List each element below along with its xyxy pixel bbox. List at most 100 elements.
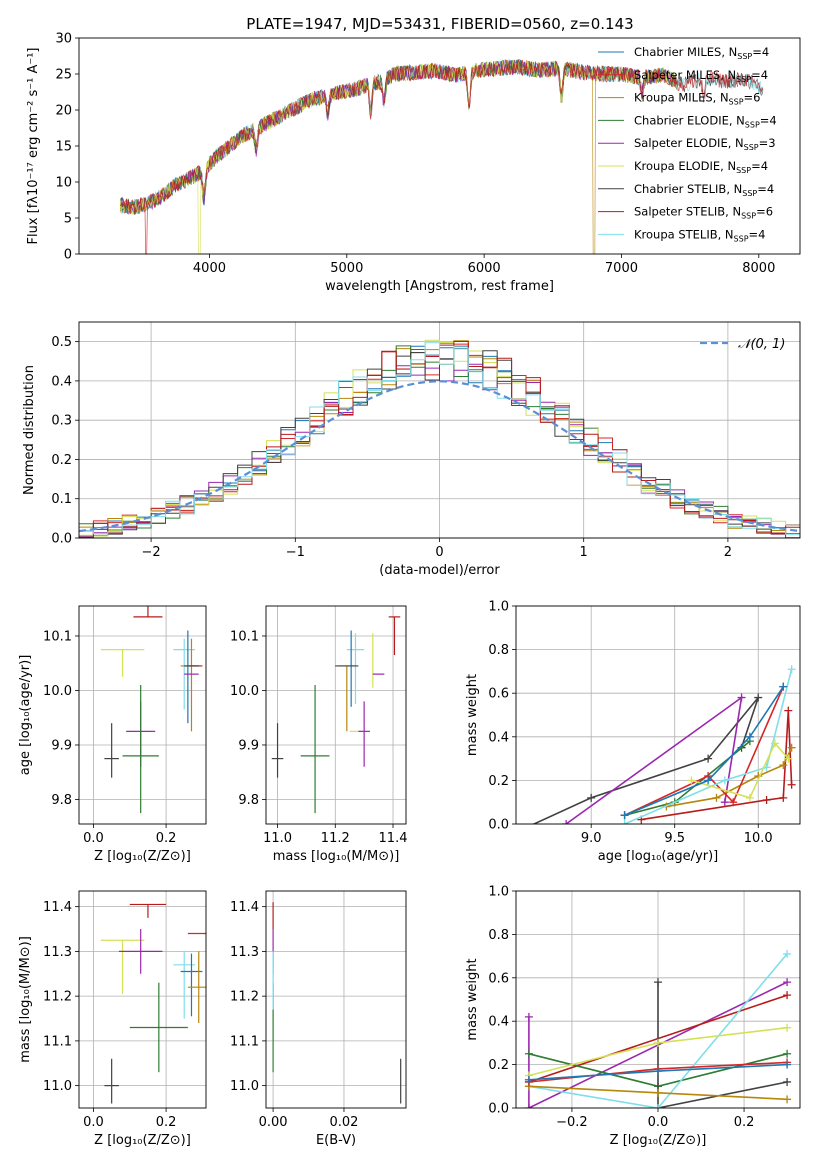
mass-vs-Z-x-tick-label: 0.0: [83, 1115, 104, 1130]
mass-weight-marker-kroupa-miles: [787, 743, 796, 752]
residuals-x-tick-label: −2: [142, 545, 161, 560]
mass-vs-Z-y-tick-label: 11.3: [43, 945, 72, 960]
mass-weight-marker-chabrier-stelib: [783, 1077, 792, 1086]
mass-weight-marker-chabrier-miles: [779, 682, 788, 691]
massweight-vs-Z-x-tick-label: 0.2: [734, 1115, 755, 1130]
age-vs-mass-grid: [266, 606, 406, 824]
massweight-vs-Z-y-tick-label: 1.0: [488, 885, 509, 900]
mass-weight-marker-chabrier-elodie: [783, 1049, 792, 1058]
mass-weight-marker-kroupa-miles: [783, 1095, 792, 1104]
legend-entry-chabrier-miles: Chabrier MILES, NSSP=4: [634, 45, 769, 61]
massweight-vs-Z-x-tick-label: −0.2: [556, 1115, 588, 1130]
mass-weight-line-kroupa-elodie: [691, 741, 789, 799]
age-vs-mass-x-tick-label: 11.4: [379, 831, 408, 846]
mass-vs-Z-y-tick-label: 11.2: [43, 990, 72, 1005]
mass-vs-ebv-x-tick-label: 0.00: [259, 1115, 288, 1130]
mass-weight-line-kroupa-stelib: [624, 669, 793, 824]
age-vs-Z-x-axis-label: Z [log₁₀(Z/Z⊙)]: [94, 849, 191, 864]
mass-weight-marker-chabrier-stelib: [704, 754, 713, 763]
mass-vs-ebv-y-tick-label: 11.2: [230, 990, 259, 1005]
massweight-vs-age-y-tick-label: 0.2: [488, 774, 509, 789]
mass-weight-marker-chabrier-miles: [745, 732, 754, 741]
spectrum-x-tick-label: 6000: [468, 261, 501, 276]
mass-vs-Z-frame: [78, 890, 207, 1109]
spectrum-frame: [78, 37, 801, 255]
residuals-y-axis-label: Normed distribution: [22, 365, 37, 495]
histogram-kroupa-stelib: [79, 342, 800, 538]
normal-reference-curve: [79, 380, 800, 533]
mass-weight-marker-kroupa-elodie: [745, 793, 754, 802]
legend-entry-kroupa-elodie: Kroupa ELODIE, NSSP=4: [634, 159, 768, 175]
residuals-frame: [78, 321, 801, 539]
mass-vs-ebv-y-tick-label: 11.0: [230, 1079, 259, 1094]
mass-vs-Z-y-tick-label: 11.0: [43, 1079, 72, 1094]
figure-title: PLATE=1947, MJD=53431, FIBERID=0560, z=0…: [246, 15, 633, 33]
mass-weight-marker-chabrier-stelib: [654, 978, 662, 987]
mass-weight-marker-chabrier-miles: [654, 1067, 662, 1076]
legend-entry-salpeter-elodie: Salpeter ELODIE, NSSP=3: [634, 136, 776, 152]
mass-weight-marker-salpeter-elodie: [783, 978, 792, 987]
massweight-vs-age-grid: [516, 605, 800, 825]
age-vs-Z-plot-area: [100, 606, 203, 814]
mass-weight-marker-kroupa-stelib: [654, 1104, 662, 1108]
spectrum-y-tick-label: 0: [64, 248, 72, 263]
massweight-vs-age-y-tick-label: 0.4: [488, 730, 509, 745]
residuals-x-tick-label: 1: [580, 545, 588, 560]
mass-vs-ebv-x-tick-label: 0.02: [329, 1115, 358, 1130]
age-vs-Z-frame: [78, 605, 207, 825]
mass-weight-marker-kroupa-miles: [712, 793, 721, 802]
mass-vs-ebv-plot-area: [272, 902, 402, 1104]
residuals-x-tick-label: 2: [724, 545, 732, 560]
mass-weight-marker-kroupa-elodie: [687, 776, 696, 785]
mass-weight-marker-chabrier-miles: [783, 1060, 792, 1069]
mass-vs-metallicity-panel: 0.0 0.2 11.0 11.1 11.2 11.3 11.4 Z [log₁₀(Z/Z⊙)…: [18, 890, 207, 1148]
massweight-vs-age-x-tick-label: 10.0: [744, 831, 773, 846]
age-vs-Z-y-axis-label: age [log₁₀(age/yr)]: [18, 655, 33, 776]
mass-weight-marker-salpeter-elodie: [562, 820, 571, 824]
residuals-x-tick-label: −1: [286, 545, 305, 560]
mass-weight-marker-kroupa-miles: [654, 1088, 662, 1097]
spectrum-y-tick-label: 10: [55, 176, 72, 191]
age-vs-Z-y-tick-label: 10.1: [43, 629, 72, 644]
mass-vs-ebv-y-tick-label: 11.3: [230, 945, 259, 960]
spectrum-y-axis-label: Flux [fλ10⁻¹⁷ erg cm⁻² s⁻¹ A⁻¹]: [26, 48, 41, 245]
mass-vs-ebv-y-tick-label: 11.4: [230, 900, 259, 915]
massweight-vs-age-y-tick-label: 0.0: [488, 818, 509, 833]
legend-entry-chabrier-stelib: Chabrier STELIB, NSSP=4: [634, 182, 774, 198]
massweight-vs-age-x-tick-label: 9.5: [664, 831, 685, 846]
age-vs-Z-y-tick-label: 10.0: [43, 684, 72, 699]
legend-entry-salpeter-stelib: Salpeter STELIB, NSSP=6: [634, 205, 773, 221]
massweight-vs-age-y-tick-label: 1.0: [488, 600, 509, 615]
age-vs-mass-x-axis-label: mass [log₁₀(M/M⊙)]: [273, 849, 400, 864]
massweight-vs-Z-y-tick-label: 0.0: [488, 1102, 509, 1117]
residuals-y-tick-label: 0.5: [51, 335, 72, 350]
mass-weight-marker-kroupa-elodie: [654, 1038, 662, 1047]
massweight-vs-Z-y-axis-label: mass weight: [465, 958, 480, 1040]
residuals-x-axis-label: (data-model)/error: [379, 563, 500, 578]
legend-entry-kroupa-stelib: Kroupa STELIB, NSSP=4: [634, 227, 765, 243]
spectrum-x-tick-label: 4000: [193, 261, 226, 276]
mass-weight-marker-salpeter-stelib: [762, 796, 771, 805]
massweight-vs-Z-y-tick-label: 0.4: [488, 1015, 509, 1030]
massweight-vs-age-frame: [515, 605, 801, 825]
mass-vs-ebv-panel: 0.00 0.02 11.0 11.1 11.2 11.3 11.4 E(B-V): [230, 890, 407, 1148]
mass-vs-Z-y-tick-label: 11.1: [43, 1034, 72, 1049]
residuals-x-tick-label: 0: [435, 545, 443, 560]
spectrum-line-salpeter-stelib: [120, 58, 764, 215]
mass-weight-vs-age-panel: 9.0 9.5 10.0 0.0 0.2 0.4 0.6 0.8 1.0 age [log₁₀(a…: [465, 600, 801, 864]
massweight-vs-age-plot-area: [532, 665, 796, 824]
mass-weight-marker-chabrier-stelib: [587, 793, 596, 802]
age-vs-mass-x-tick-label: 11.0: [263, 831, 292, 846]
mass-weight-marker-salpeter-stelib: [783, 991, 792, 1000]
massweight-vs-Z-y-tick-label: 0.6: [488, 971, 509, 986]
mass-weight-line-salpeter-elodie: [565, 695, 743, 824]
spectrum-legend: Chabrier MILES, NSSP=4 Salpeter MILES, NS…: [598, 45, 777, 243]
massweight-vs-age-y-tick-label: 0.6: [488, 687, 509, 702]
massweight-vs-Z-frame: [515, 890, 801, 1109]
age-vs-Z-x-tick-label: 0.0: [83, 831, 104, 846]
residuals-y-tick-label: 0.3: [51, 414, 72, 429]
mass-vs-ebv-grid: [266, 891, 406, 1108]
age-vs-mass-frame: [265, 605, 407, 825]
mass-weight-marker-chabrier-stelib: [754, 693, 763, 702]
residuals-y-tick-label: 0.2: [51, 453, 72, 468]
